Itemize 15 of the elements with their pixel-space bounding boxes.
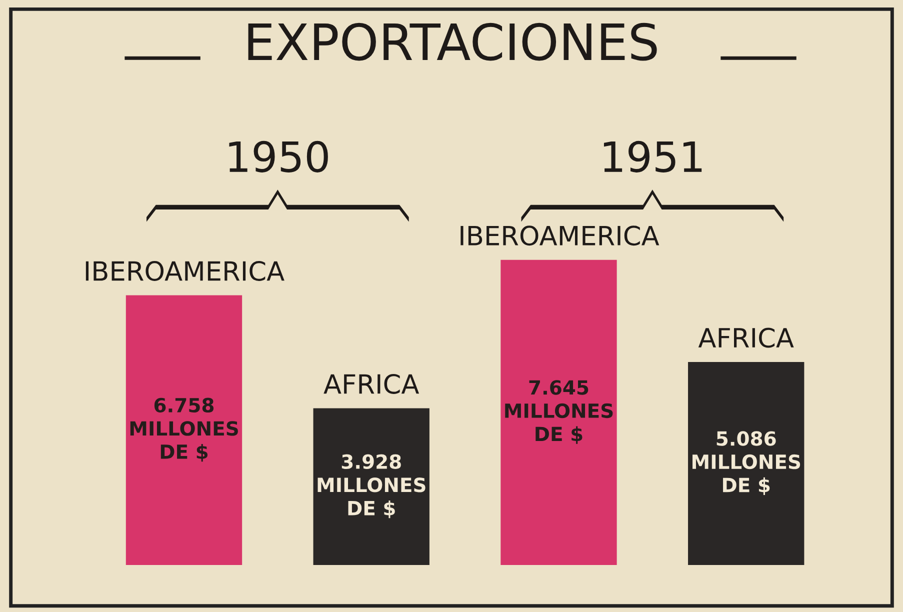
x-tick-label: AFRICA: [324, 374, 420, 394]
data-label: 7.645 MILLONES DE $: [505, 380, 613, 444]
x-tick-label: IBEROAMERICA: [460, 226, 660, 246]
data-label: 5.086 MILLONES DE $: [692, 431, 800, 495]
bar: [500, 260, 617, 565]
bar: [688, 362, 804, 565]
x-tick-label: AFRICA: [698, 328, 794, 348]
chart-title: EXPORTACIONES: [248, 22, 657, 61]
bar: [126, 295, 242, 565]
data-label: 6.758 MILLONES DE $: [130, 398, 238, 462]
text: 1950: [229, 140, 328, 172]
data-label: 3.928 MILLONES DE $: [318, 454, 426, 518]
text: 1951: [604, 140, 702, 172]
bar: [313, 408, 430, 565]
x-tick-label: IBEROAMERICA: [86, 261, 284, 281]
